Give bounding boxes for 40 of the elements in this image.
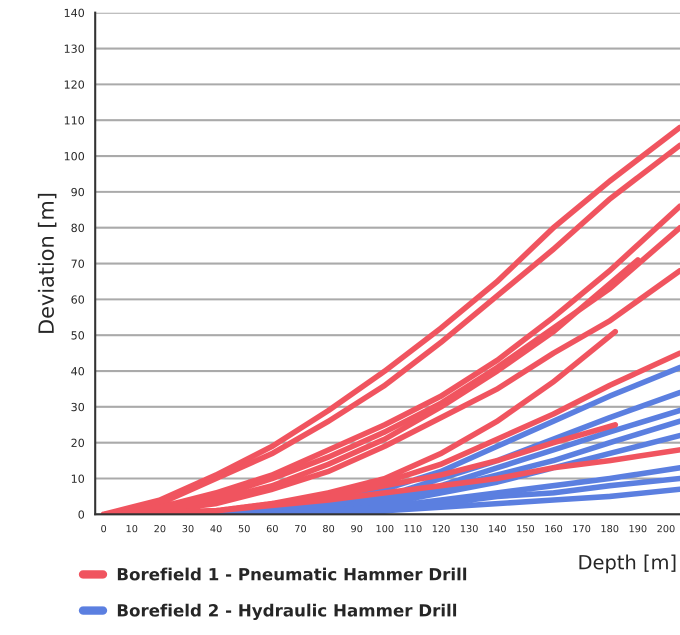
x-tick-label: 120 [432,524,450,532]
y-tick-label: 40 [71,366,84,376]
y-tick-label: 140 [64,8,84,18]
y-tick-label: 30 [71,402,84,412]
y-tick-label: 110 [64,116,84,125]
x-tick-label: 100 [376,524,394,532]
y-tick-label: 60 [71,295,84,304]
x-tick-label: 200 [657,524,675,532]
x-tick-label: 20 [154,524,166,532]
x-tick-label: 90 [351,524,362,532]
y-tick-label: 120 [64,80,84,89]
legend-label: Borefield 1 - Pneumatic Hammer Drill [118,568,466,581]
y-tick-label: 130 [64,44,84,53]
x-tick-label: 160 [545,524,562,532]
y-tick-label: 70 [72,260,84,268]
x-tick-label: 130 [460,524,478,532]
x-tick-label: 10 [126,524,138,532]
x-tick-label: 50 [238,524,250,532]
x-tick-label: 40 [210,524,222,532]
x-tick-label: 80 [323,524,334,532]
y-tick-label: 100 [64,152,84,160]
x-tick-label: 150 [517,524,534,532]
y-tick-label: 0 [78,510,84,519]
x-tick-label: 180 [602,524,618,532]
y-axis-title: Deviation [m] [38,194,56,333]
x-tick-label: 30 [182,524,194,532]
x-tick-label: 70 [295,524,306,532]
x-tick-label: 190 [630,524,646,532]
y-tick-label: 20 [71,438,84,448]
y-tick-label: 50 [72,331,84,340]
x-axis-title: Depth [m] [579,554,676,574]
x-tick-label: 140 [489,524,506,532]
legend-label: Borefield 2 - Hydraulic Hammer Drill [118,604,456,620]
x-tick-label: 170 [573,524,590,532]
x-tick-label: 60 [266,524,278,532]
y-tick-label: 80 [71,224,84,232]
x-tick-label: 0 [101,524,106,532]
y-tick-label: 90 [71,188,84,196]
y-tick-label: 10 [72,474,84,483]
x-tick-label: 110 [404,524,422,532]
